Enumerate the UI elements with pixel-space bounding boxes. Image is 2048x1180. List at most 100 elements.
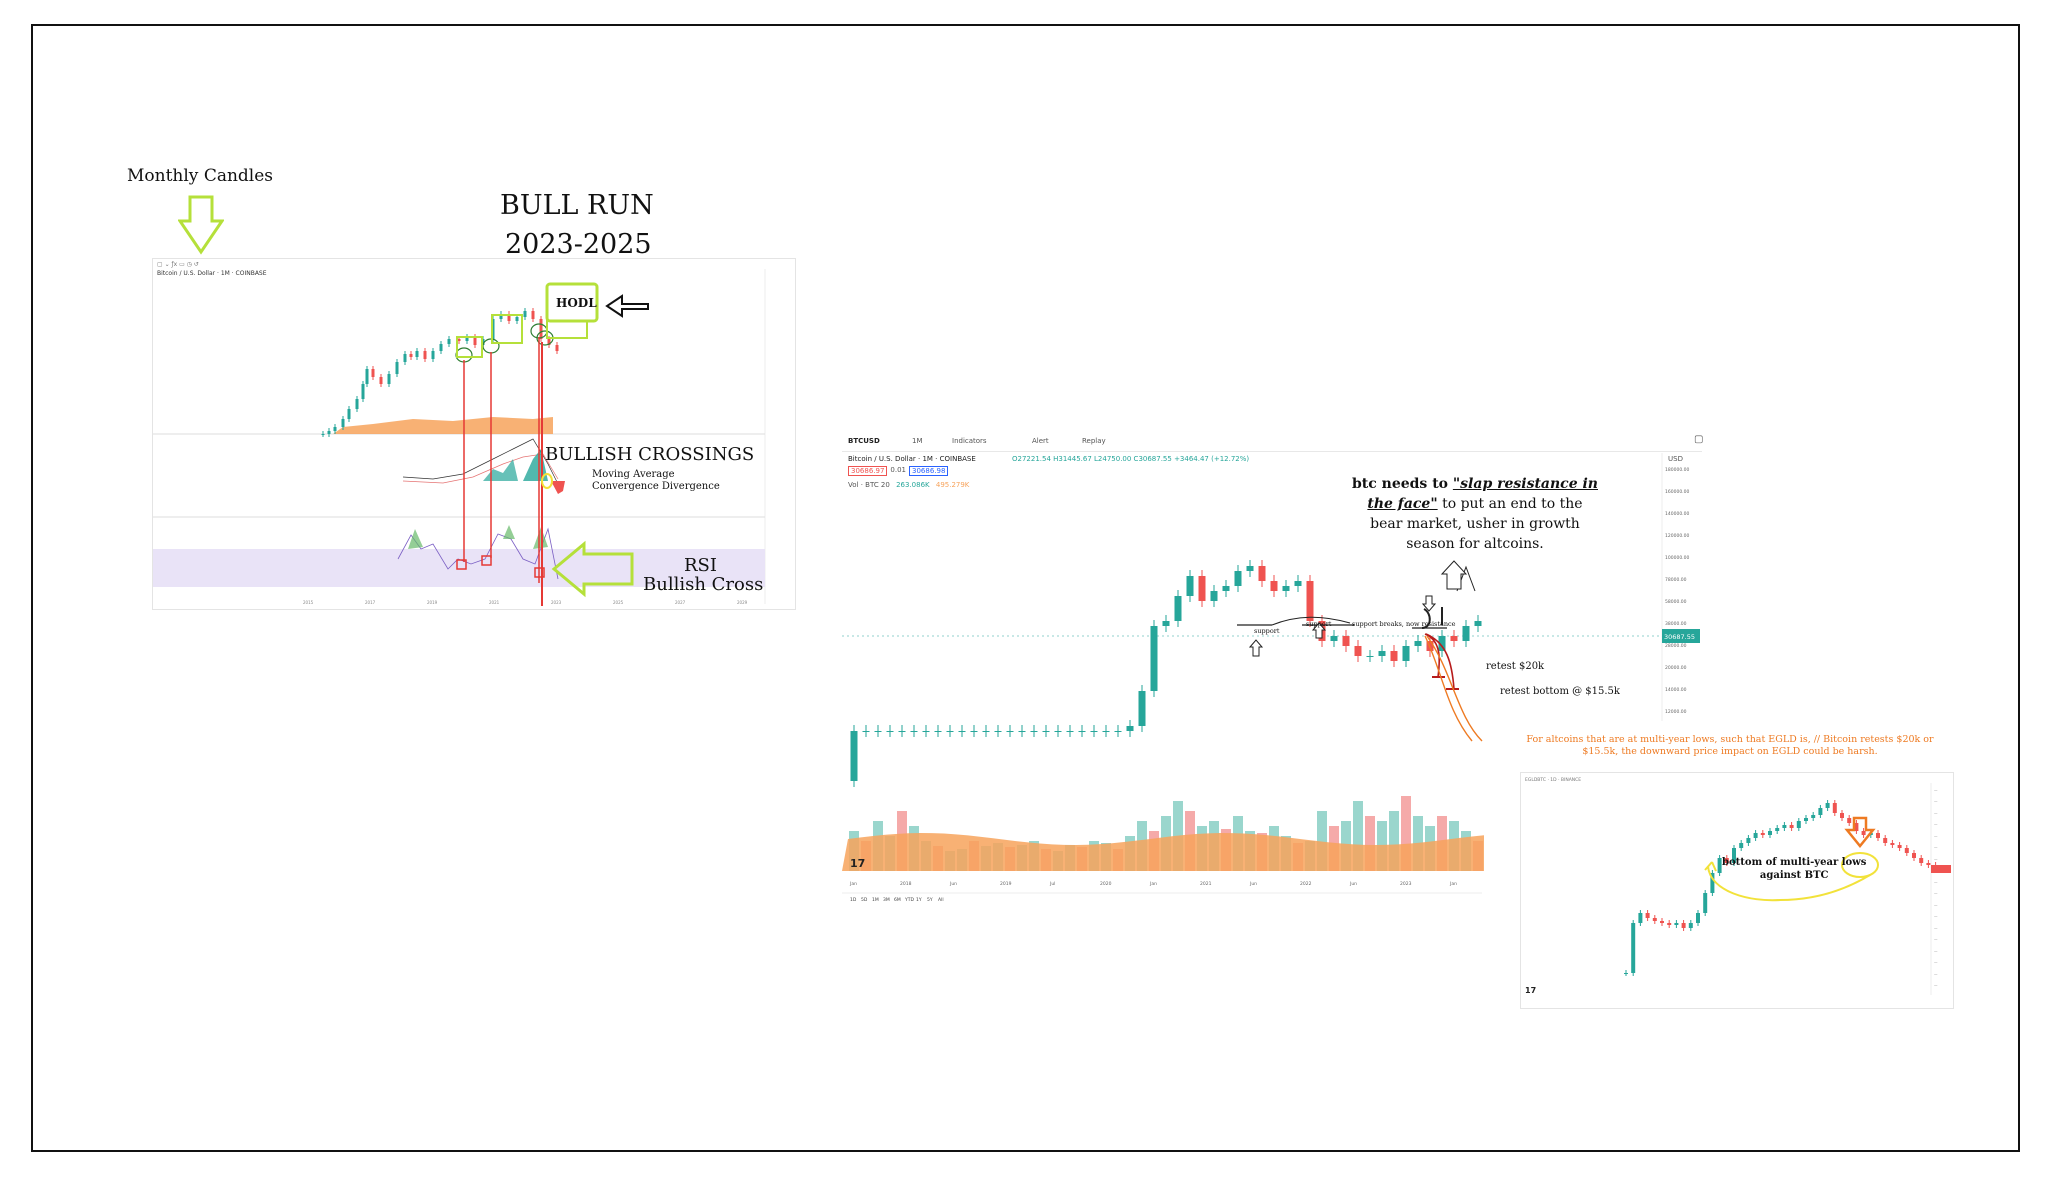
buy-price[interactable]: 30686.98 bbox=[909, 466, 949, 476]
price-axis-label: 78000.00 bbox=[1665, 577, 1687, 583]
egld-candle bbox=[1710, 873, 1715, 893]
price-axis-label: 38000.00 bbox=[1665, 621, 1687, 627]
btc-candle bbox=[1294, 581, 1302, 586]
x-axis-label: 2023 bbox=[1400, 881, 1412, 887]
egld-candle bbox=[1739, 843, 1744, 848]
x-axis-label: Jan bbox=[849, 881, 857, 887]
left-candle bbox=[539, 319, 543, 339]
yellow-curve bbox=[1707, 865, 1871, 902]
btc-candle bbox=[1390, 651, 1398, 661]
left-candle bbox=[379, 377, 383, 384]
bounce-curve bbox=[1421, 608, 1431, 629]
sell-price[interactable]: 30686.97 bbox=[848, 466, 888, 476]
egld-candle bbox=[1732, 848, 1736, 863]
interval-button[interactable]: 1M bbox=[912, 437, 923, 445]
btc-candle bbox=[1354, 646, 1362, 656]
macd-yellow-circle bbox=[541, 473, 553, 489]
bull-run-years: 2023-2025 bbox=[505, 229, 652, 260]
tv-logo: 17 bbox=[850, 857, 865, 870]
btc-candle bbox=[1186, 576, 1194, 596]
left-candle bbox=[409, 354, 413, 357]
hodl-label: HODL bbox=[556, 296, 597, 310]
range-button[interactable]: 3M bbox=[883, 897, 890, 903]
btc-candle bbox=[1378, 651, 1386, 656]
right-axis-tick: — bbox=[1934, 903, 1938, 907]
monthly-candles-label: Monthly Candles bbox=[127, 166, 274, 186]
egld-candle bbox=[1624, 973, 1628, 974]
volume-bar bbox=[1401, 796, 1411, 871]
left-candle bbox=[415, 351, 419, 357]
right-axis-tick: — bbox=[1934, 800, 1938, 804]
btc-candle bbox=[934, 731, 942, 732]
egld-candle bbox=[1688, 923, 1693, 928]
left-candle bbox=[371, 369, 375, 377]
retest-20k-label: retest $20k bbox=[1486, 661, 1545, 672]
right-chart-svg: EGLDBTC · 1D · BINANCE — — — — — — — — — — — — — — — — —… bbox=[1525, 777, 1951, 995]
left-candle bbox=[327, 431, 331, 434]
rsi-mark-3 bbox=[534, 567, 545, 578]
altcoin-note: For altcoins that are at multi-year lows… bbox=[1526, 734, 1934, 757]
right-chart-panel: EGLDBTC · 1D · BINANCE — — — — — — — — — — — — — — — — —… bbox=[1520, 772, 1954, 1009]
range-button[interactable]: 6M bbox=[894, 897, 901, 903]
center-annotations bbox=[1237, 560, 1483, 742]
range-button[interactable]: 1D bbox=[850, 897, 857, 903]
rsi-band bbox=[153, 549, 765, 587]
price-axis-label: 180000.00 bbox=[1665, 467, 1689, 473]
egld-candle bbox=[1897, 845, 1902, 848]
fullscreen-icon[interactable]: ▢ bbox=[1694, 434, 1704, 445]
replay-button[interactable]: Replay bbox=[1082, 437, 1106, 445]
left-candle bbox=[515, 317, 519, 321]
yellow-circle bbox=[1841, 852, 1879, 878]
left-candle bbox=[431, 351, 435, 359]
btc-candle bbox=[1066, 731, 1074, 732]
range-button[interactable]: All bbox=[938, 897, 944, 903]
volume-legend: Vol · BTC 20 263.086K 495.279K bbox=[848, 481, 969, 489]
right-tv-logo: 17 bbox=[1525, 986, 1536, 995]
x-axis-label: 2020 bbox=[1100, 881, 1112, 887]
btc-candle bbox=[1402, 646, 1410, 661]
egld-candle bbox=[1667, 923, 1672, 925]
price-axis-label: 100000.00 bbox=[1665, 555, 1689, 561]
range-button[interactable]: 5Y bbox=[927, 897, 933, 903]
btc-candle bbox=[1198, 576, 1206, 601]
egld-candle bbox=[1645, 913, 1650, 918]
rsi-mark-1 bbox=[456, 559, 467, 570]
egld-candle bbox=[1631, 923, 1636, 973]
current-price-text: 30687.55 bbox=[1664, 633, 1695, 641]
btc-candle bbox=[1018, 731, 1026, 732]
ohlc-readout: O27221.54 H31445.67 L24750.00 C30687.55 … bbox=[1012, 455, 1250, 463]
range-button[interactable]: 5D bbox=[861, 897, 868, 903]
price-axis-label: 14000.00 bbox=[1665, 687, 1687, 693]
support-breaks-label: support breaks, now resistance bbox=[1352, 620, 1456, 628]
btc-candle bbox=[1246, 566, 1254, 571]
range-button[interactable]: 1M bbox=[872, 897, 879, 903]
slap-up-arrow-icon bbox=[1440, 560, 1468, 590]
range-button[interactable]: YTD bbox=[904, 897, 914, 903]
alert-button[interactable]: Alert bbox=[1032, 437, 1049, 445]
btc-candle bbox=[1126, 726, 1134, 731]
btc-candle bbox=[862, 731, 870, 732]
left-candle bbox=[555, 345, 559, 351]
btc-candle bbox=[1006, 731, 1014, 732]
symbol-search[interactable]: BTCUSD bbox=[848, 437, 880, 445]
macd-line bbox=[402, 438, 559, 485]
btc-candle bbox=[1054, 731, 1062, 732]
indicators-button[interactable]: Indicators bbox=[952, 437, 987, 445]
egld-candle bbox=[1811, 815, 1816, 818]
green-box-2 bbox=[491, 314, 523, 344]
right-axis-tick: — bbox=[1934, 880, 1938, 884]
price-axis-label: 12000.00 bbox=[1665, 709, 1687, 715]
support-label-2: support bbox=[1306, 620, 1332, 628]
bullish-crossings-label: BULLISH CROSSINGS bbox=[545, 444, 755, 465]
left-chart-header: Bitcoin / U.S. Dollar · 1M · COINBASE bbox=[157, 270, 267, 277]
volume-ma-area bbox=[842, 833, 1484, 871]
bull-run-title: BULL RUN bbox=[500, 190, 654, 221]
orange-down-arrow-icon bbox=[1844, 816, 1876, 848]
volume-value-2: 495.279K bbox=[935, 481, 970, 489]
left-candle bbox=[387, 374, 391, 384]
range-button[interactable]: 1Y bbox=[916, 897, 922, 903]
left-year-label: 2023 bbox=[551, 600, 562, 605]
left-candle bbox=[457, 339, 461, 341]
current-price-tag bbox=[1662, 629, 1700, 643]
up-arrow-icon-1 bbox=[1248, 639, 1264, 657]
